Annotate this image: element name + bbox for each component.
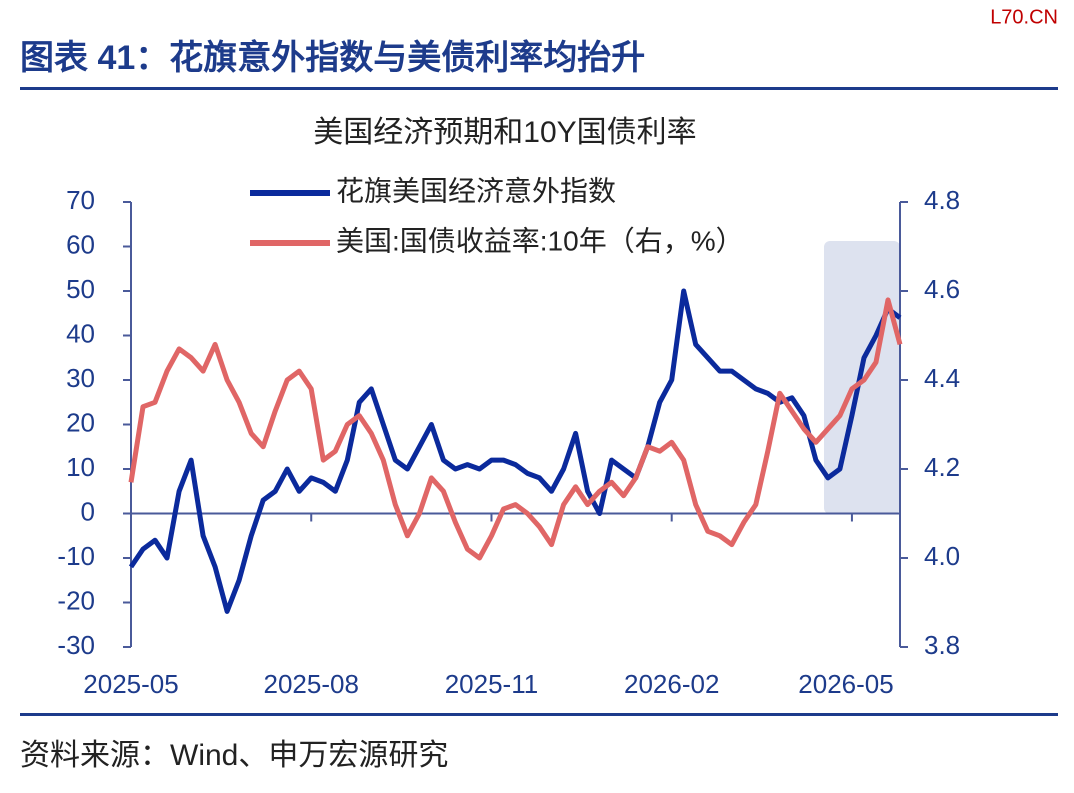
y-tick-label: 60 bbox=[66, 229, 95, 259]
series-line bbox=[128, 297, 903, 561]
y2-tick-label: 4.6 bbox=[924, 274, 960, 304]
y2-tick-label: 4.0 bbox=[924, 541, 960, 571]
y-tick-label: 10 bbox=[66, 452, 95, 482]
legend-label: 花旗美国经济意外指数 bbox=[336, 175, 616, 206]
title-rule bbox=[20, 87, 1058, 90]
page-title: 图表 41：花旗意外指数与美债利率均抬升 bbox=[20, 39, 645, 77]
chart-title: 美国经济预期和10Y国债利率 bbox=[313, 116, 696, 149]
y-tick-label: 20 bbox=[66, 407, 95, 437]
y-tick-label: 40 bbox=[66, 318, 95, 348]
y2-tick-label: 4.2 bbox=[924, 452, 960, 482]
y-tick-label: -10 bbox=[57, 541, 95, 571]
x-tick-label: 2025-11 bbox=[445, 669, 539, 699]
x-tick-label: 2026-02 bbox=[624, 669, 719, 699]
x-tick-label: 2025-05 bbox=[83, 669, 178, 699]
x-tick-label: 2025-08 bbox=[264, 669, 359, 699]
x-tick-label: 2026-05 bbox=[798, 669, 893, 699]
y-tick-label: -20 bbox=[57, 585, 95, 615]
footer-rule bbox=[20, 713, 1058, 716]
y-tick-label: 70 bbox=[66, 185, 95, 215]
y-tick-label: 30 bbox=[66, 363, 95, 393]
y-tick-label: 50 bbox=[66, 274, 95, 304]
legend-label: 美国:国债收益率:10年（右，%） bbox=[336, 225, 744, 256]
y-tick-label: 0 bbox=[81, 496, 95, 526]
y-tick-label: -30 bbox=[57, 630, 95, 660]
source: 资料来源：Wind、申万宏源研究 bbox=[20, 739, 448, 772]
y2-tick-label: 4.4 bbox=[924, 363, 960, 393]
watermark: L70.CN bbox=[990, 6, 1058, 28]
y2-tick-label: 4.8 bbox=[924, 185, 960, 215]
series-line bbox=[128, 288, 902, 614]
y2-tick-label: 3.8 bbox=[924, 630, 960, 660]
